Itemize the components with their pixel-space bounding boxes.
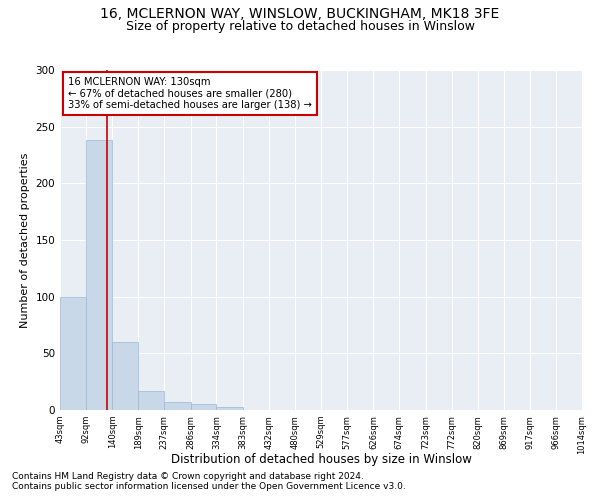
Bar [112, 342, 139, 410]
Bar [139, 390, 164, 410]
Bar [217, 406, 243, 410]
Text: 16 MCLERNON WAY: 130sqm
← 67% of detached houses are smaller (280)
33% of semi-d: 16 MCLERNON WAY: 130sqm ← 67% of detache… [68, 77, 312, 110]
Bar [86, 140, 112, 410]
Y-axis label: Number of detached properties: Number of detached properties [20, 152, 30, 328]
Text: Contains HM Land Registry data © Crown copyright and database right 2024.: Contains HM Land Registry data © Crown c… [12, 472, 364, 481]
Bar [191, 404, 217, 410]
Bar [60, 296, 86, 410]
Text: 16, MCLERNON WAY, WINSLOW, BUCKINGHAM, MK18 3FE: 16, MCLERNON WAY, WINSLOW, BUCKINGHAM, M… [100, 8, 500, 22]
Text: Size of property relative to detached houses in Winslow: Size of property relative to detached ho… [125, 20, 475, 33]
Bar [164, 402, 191, 410]
Text: Distribution of detached houses by size in Winslow: Distribution of detached houses by size … [170, 452, 472, 466]
Text: Contains public sector information licensed under the Open Government Licence v3: Contains public sector information licen… [12, 482, 406, 491]
